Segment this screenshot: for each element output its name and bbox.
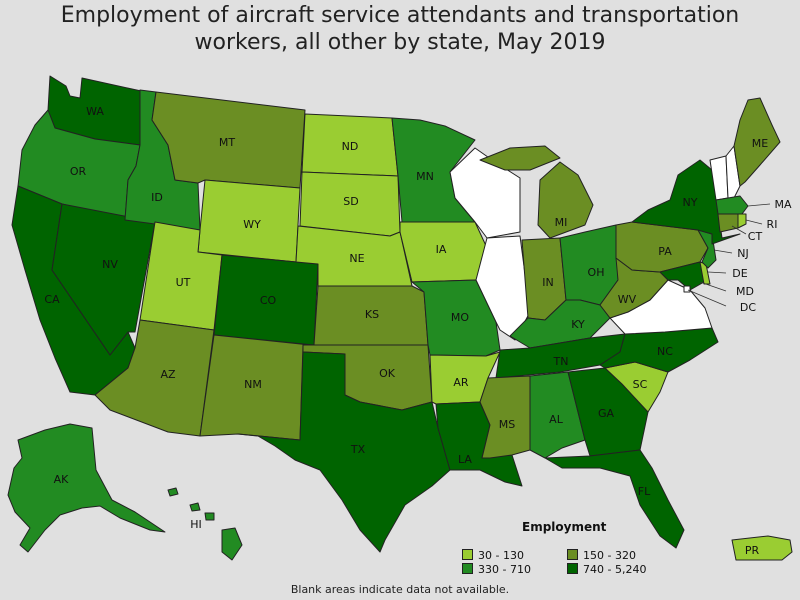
state-dc[interactable] (683, 285, 691, 293)
state-label-wv: WV (618, 293, 637, 306)
state-label-la: LA (458, 453, 472, 466)
state-label-ma: MA (774, 198, 791, 211)
state-label-al: AL (549, 413, 564, 426)
state-label-ar: AR (453, 376, 469, 389)
state-label-dc: DC (740, 301, 756, 314)
state-label-ca: CA (44, 293, 60, 306)
legend-label-2: 150 - 320 (583, 549, 636, 562)
legend-item-4: 740 - 5,240 (567, 563, 646, 576)
state-label-nm: NM (244, 378, 262, 391)
callout-line-ct (731, 225, 747, 235)
state-ms[interactable] (479, 375, 531, 459)
legend-label-4: 740 - 5,240 (583, 563, 647, 576)
callout-line-de (707, 271, 727, 274)
callout-line-ma (747, 203, 771, 207)
state-label-mt: MT (219, 136, 235, 149)
state-label-ri: RI (767, 218, 778, 231)
state-ak[interactable] (7, 423, 166, 553)
legend-title: Employment (522, 520, 607, 534)
state-label-or: OR (70, 165, 87, 178)
state-label-nv: NV (102, 258, 118, 271)
legend-label-1: 30 - 130 (478, 549, 524, 562)
state-label-oh: OH (588, 266, 605, 279)
state-label-id: ID (151, 191, 163, 204)
legend-item-1: 30 - 130 (462, 549, 524, 562)
state-label-hi: HI (190, 518, 202, 531)
legend-swatch-1 (462, 549, 473, 560)
state-label-nc: NC (657, 345, 673, 358)
callout-line-ri (745, 219, 763, 225)
state-label-ut: UT (176, 276, 191, 289)
state-label-ga: GA (598, 407, 615, 420)
map-title-line-1: Employment of aircraft service attendant… (60, 3, 740, 28)
state-pr[interactable] (731, 535, 793, 561)
state-label-ok: OK (379, 367, 396, 380)
state-label-mi: MI (555, 216, 568, 229)
map-title: Employment of aircraft service attendant… (0, 2, 800, 56)
state-label-sc: SC (633, 378, 648, 391)
map-title-line-2: workers, all other by state, May 2019 (194, 30, 606, 55)
state-label-ny: NY (683, 196, 698, 209)
state-il[interactable] (475, 235, 531, 341)
legend-swatch-3 (462, 563, 473, 574)
state-label-ms: MS (499, 418, 515, 431)
state-label-pr: PR (745, 544, 760, 557)
legend-label-3: 330 - 710 (478, 563, 531, 576)
state-wi[interactable] (449, 147, 521, 239)
state-label-tn: TN (553, 355, 569, 368)
state-label-co: CO (260, 294, 277, 307)
state-label-nj: NJ (737, 247, 748, 260)
state-label-ak: AK (54, 473, 70, 486)
state-label-wa: WA (86, 105, 104, 118)
state-label-mn: MN (416, 170, 434, 183)
state-label-me: ME (752, 137, 768, 150)
state-ma[interactable] (715, 195, 749, 215)
state-label-md: MD (736, 285, 754, 298)
state-label-sd: SD (343, 195, 358, 208)
state-label-tx: TX (350, 443, 366, 456)
state-label-fl: FL (638, 485, 651, 498)
callout-line-dc (687, 289, 727, 307)
state-label-ks: KS (365, 308, 379, 321)
state-label-nd: ND (342, 140, 359, 153)
state-me[interactable] (733, 97, 781, 187)
legend-swatch-2 (567, 549, 578, 560)
callout-line-md (699, 281, 727, 292)
legend-item-2: 150 - 320 (567, 549, 636, 562)
state-label-az: AZ (160, 368, 176, 381)
state-ct[interactable] (717, 213, 739, 233)
state-nh[interactable] (725, 145, 741, 199)
state-label-ct: CT (748, 230, 763, 243)
state-mt[interactable] (151, 91, 306, 189)
state-fl[interactable] (544, 449, 685, 549)
state-label-de: DE (732, 267, 747, 280)
legend-swatch-4 (567, 563, 578, 574)
state-mi[interactable] (479, 145, 594, 239)
footnote: Blank areas indicate data not available. (290, 583, 510, 596)
state-tx[interactable] (237, 351, 451, 553)
state-label-pa: PA (658, 245, 672, 258)
state-label-wy: WY (243, 218, 261, 231)
legend-item-3: 330 - 710 (462, 563, 531, 576)
state-ri[interactable] (737, 213, 747, 229)
callout-line-nj (713, 249, 733, 254)
state-hi[interactable] (167, 487, 243, 561)
state-label-mo: MO (451, 311, 469, 324)
state-label-in: IN (542, 276, 553, 289)
state-label-ne: NE (349, 252, 364, 265)
state-label-ky: KY (571, 318, 585, 331)
state-label-ia: IA (436, 243, 447, 256)
